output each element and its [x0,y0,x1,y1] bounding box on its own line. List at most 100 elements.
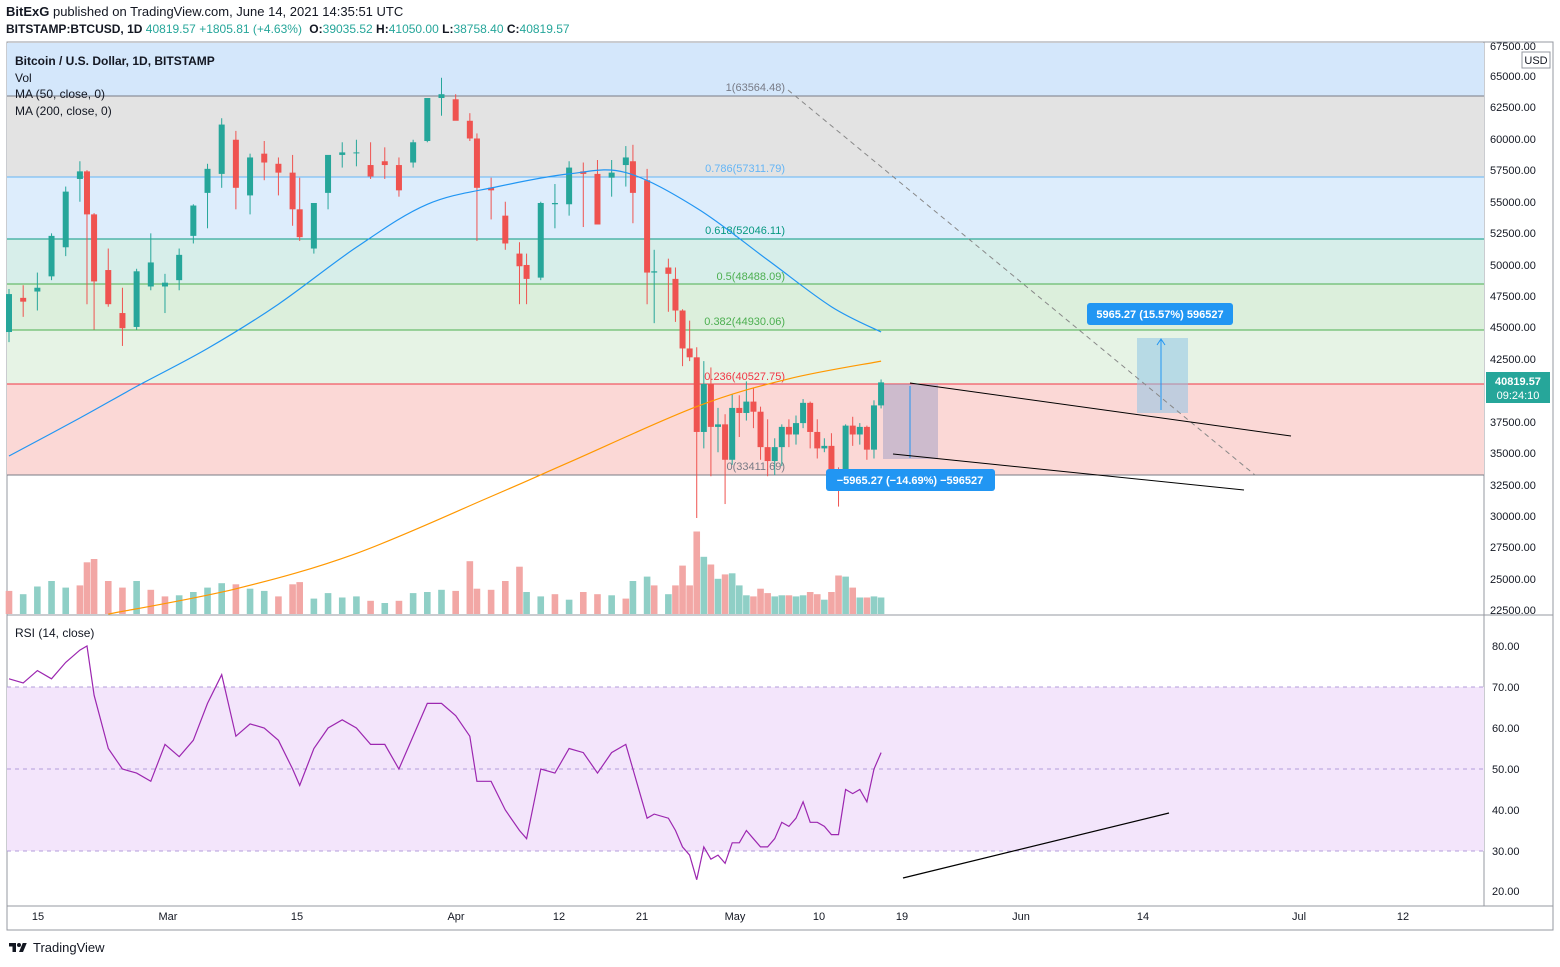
rsi-divergence-line [902,812,1170,879]
candle-body [488,187,495,191]
volume-bar [828,592,835,614]
volume-bar [537,596,545,614]
candle-body [849,425,856,435]
candle-body [48,235,55,277]
candle-body [261,153,268,163]
fib-zones [7,43,1484,476]
fib-zone-0236 [7,384,1484,475]
candle-body [367,165,374,177]
high-label: H: [376,22,389,36]
candle-body [792,423,799,435]
candle-body [878,382,885,406]
time-tick: Jul [1292,911,1306,923]
last-price-badge [1486,372,1550,403]
low-value: 38758.40 [453,22,504,36]
time-tick: 10 [813,911,825,923]
measure-down-label-bg [826,469,995,491]
volume-bar [83,562,91,614]
candle-body [34,287,41,292]
fib-label-0: 0(33411.69) [726,461,785,473]
currency-box[interactable] [1521,51,1551,69]
candle-body [76,171,83,179]
price-tick: 62500.00 [1490,102,1536,114]
fib-label-05: 0.5(48488.09) [717,271,786,283]
candle-body [452,99,459,121]
candle-body [722,424,729,460]
volume-bar [700,556,708,614]
volume-bar [679,565,686,614]
volume-bar [104,581,112,614]
tradingview-logo-icon [9,942,27,952]
price-tick: 67500.00 [1490,41,1536,53]
volume-bar [565,599,573,614]
volume-bar [381,603,389,614]
volume-bar [367,600,374,614]
candle-body [275,163,282,173]
volume-bar [76,585,84,614]
price-axis[interactable]: 67500.00 65000.00 62500.00 60000.00 5750… [1486,41,1551,617]
time-tick: 12 [1397,911,1409,923]
open-value: 39035.52 [322,22,373,36]
candle-body [105,270,112,305]
volume-bar [707,564,715,614]
price-tick: 45000.00 [1490,322,1536,334]
ohlc-line: BITSTAMP:BTCUSD, 1D 40819.57 +1805.81 (+… [6,22,570,36]
candle-body [863,426,870,450]
price-tick: 60000.00 [1490,134,1536,146]
candle-body [91,214,98,282]
candle-body [807,402,814,432]
time-tick: 12 [553,911,565,923]
high-value: 41050.00 [388,22,439,36]
time-tick: May [725,911,746,923]
volume-bar [161,596,169,614]
candle-body [814,431,821,449]
candle-body [594,173,601,225]
volume-bar [260,590,268,614]
volume-bar [175,595,183,614]
ma50-line [8,169,882,457]
volume-bar [849,587,857,614]
time-tick: 14 [1137,911,1149,923]
candle-body [6,294,12,333]
volume-bar [813,594,821,614]
fib-zone-0618 [7,239,1484,284]
volume-bar [743,595,750,614]
candle-body [119,313,126,329]
volume-bar [863,597,871,614]
change-pct: +1805.81 (+4.63%) [199,22,302,36]
tradingview-footer[interactable]: TradingView [8,940,105,955]
volume-bar [721,574,729,614]
volume-bar [771,596,779,614]
rsi-axis[interactable]: 80.00 70.00 60.00 50.00 40.00 30.00 20.0… [1492,641,1520,898]
time-axis[interactable]: 15 Mar 15 Apr 12 21 May 10 19 Jun 14 Jul… [32,911,1409,923]
price-tick: 42500.00 [1490,354,1536,366]
candle-body [83,171,90,215]
volume-bar [665,594,672,614]
price-tick: 65000.00 [1490,71,1536,83]
volume-bar [806,592,814,614]
candle-body [20,297,27,302]
candle-body [516,253,523,267]
volume-bar [473,588,481,614]
measure-up-label-bg [1087,303,1233,325]
candle-body [424,98,431,142]
candle-body [764,447,771,462]
candle-body [232,139,239,188]
publisher-name: BitExG [6,4,50,19]
candle-body [672,278,679,311]
channel-upper-line [909,382,1292,437]
volume-bar [310,598,318,614]
time-tick: 15 [291,911,303,923]
volume-bar [551,594,559,614]
candle-body [715,424,721,427]
candle-body [679,310,686,349]
symbol-label: BITSTAMP:BTCUSD, 1D [6,22,143,36]
fib-zone-05 [7,284,1484,330]
volume-bar [523,592,530,614]
fib-label-1: 1(63564.48) [726,82,785,94]
candle-body [147,262,154,287]
legend: Bitcoin / U.S. Dollar, 1D, BITSTAMP Vol … [15,54,215,640]
fib-trend-line [787,89,1256,476]
measure-up-arrowhead [1156,338,1166,346]
